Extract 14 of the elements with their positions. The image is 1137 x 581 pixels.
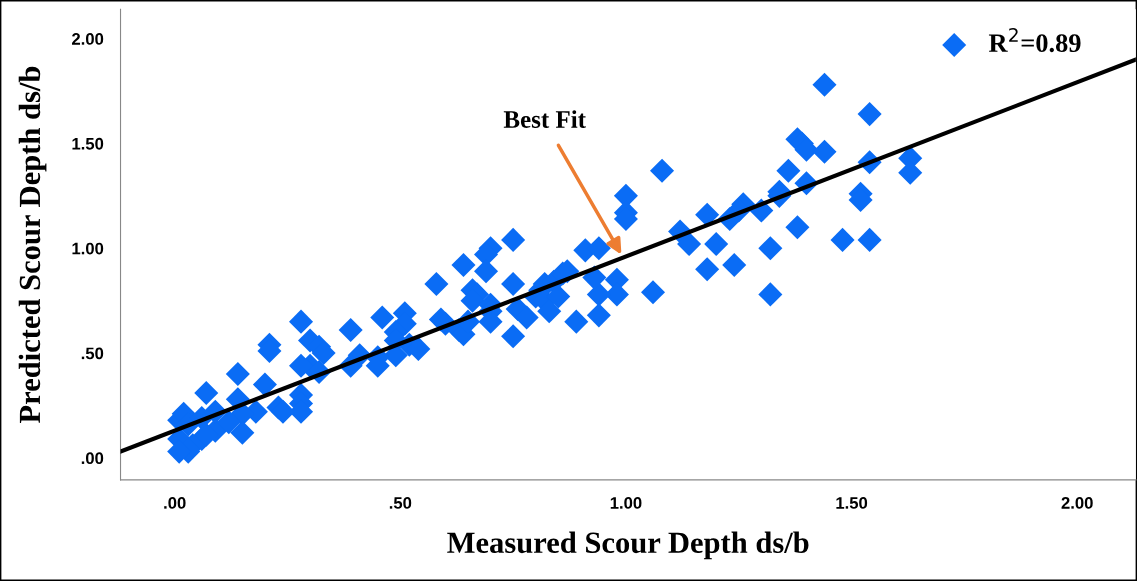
y-tick-label: 1.00: [72, 242, 104, 255]
y-tick-label: .00: [81, 452, 104, 465]
x-tick-label: .50: [389, 497, 412, 509]
y-axis-title: Predicted Scour Depth ds/b: [18, 66, 47, 424]
x-tick-label: 1.00: [610, 497, 642, 509]
annotation: Best Fit: [503, 110, 586, 128]
y-tick-label: .50: [81, 347, 104, 360]
y-tick-label: 1.50: [72, 137, 104, 150]
x-axis-title: Measured Scour Depth ds/b: [447, 531, 809, 560]
x-tick-label: 2.00: [1061, 497, 1093, 509]
x-tick-label: .00: [164, 497, 186, 509]
legend-label: R$^{2}$=0.89: [988, 27, 1081, 53]
y-tick-label: 2.00: [72, 33, 104, 45]
x-tick-label: 1.50: [836, 497, 868, 509]
